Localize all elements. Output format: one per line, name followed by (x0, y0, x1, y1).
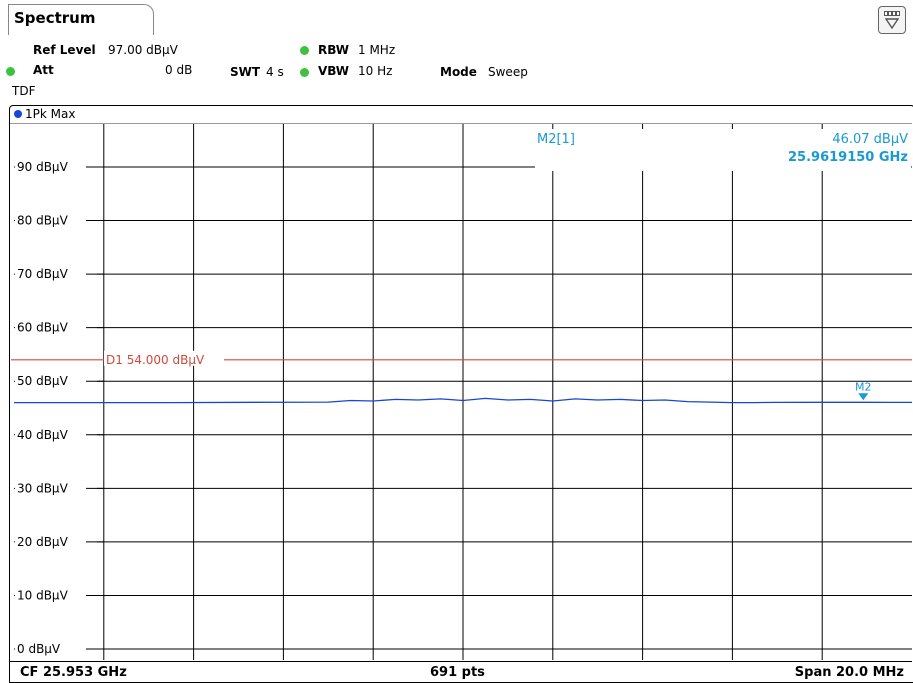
y-tick-label: 90 dBµV (17, 160, 69, 174)
swt-value: 4 s (266, 65, 284, 79)
marker-info-level: 46.07 dBµV (832, 132, 908, 147)
trace-label: 1Pk Max (14, 107, 75, 121)
trace-dot-icon (14, 110, 22, 118)
marker-layer: M2 (855, 380, 872, 401)
att-value: 0 dB (165, 63, 193, 77)
point-count: 691 pts (430, 665, 485, 680)
trace-label-bar (10, 106, 912, 124)
y-tick-bg (15, 640, 97, 656)
rbw-value: 1 MHz (358, 43, 396, 57)
y-tick-bg (15, 586, 97, 603)
span: Span 20.0 MHz (794, 665, 904, 680)
y-tick-label: 0 dBµV (17, 642, 61, 656)
y-tick-label: 50 dBµV (17, 374, 69, 388)
tdf-label: TDF (12, 84, 36, 98)
y-tick-label: 20 dBµV (17, 535, 69, 549)
marker-info-frequency: 25.9619150 GHz (788, 150, 908, 165)
y-tick-label: 40 dBµV (17, 428, 69, 442)
trace-layer (14, 397, 913, 404)
footer-bar: CF 25.953 GHz 691 pts Span 20.0 MHz (10, 661, 912, 682)
ref-level-value: 97.00 dBµV (108, 43, 178, 57)
y-tick-label: 60 dBµV (17, 321, 69, 335)
rbw-status-icon (300, 46, 309, 55)
grid (14, 124, 912, 660)
y-axis: 90 dBµV 80 dBµV 70 dBµV 60 dBµV 50 dBµV 40 dB… (17, 160, 69, 656)
y-tick-bg (15, 265, 97, 282)
marker-triangle (858, 393, 869, 401)
trace-line (14, 397, 913, 404)
y-tick-label: 70 dBµV (17, 267, 69, 281)
spectrum-tab[interactable] (8, 4, 154, 35)
y-tick-label: 80 dBµV (17, 214, 69, 228)
att-status-icon (6, 67, 15, 76)
y-tick-label: 30 dBµV (17, 481, 69, 495)
vbw-value: 10 Hz (358, 64, 393, 78)
y-tick-bg (15, 318, 97, 335)
trace-label-text: 1Pk Max (25, 107, 76, 121)
limit-line-layer: D1 54.000 dBµV (11, 350, 912, 367)
att-label: Att (33, 63, 54, 77)
y-tick-bg (15, 372, 97, 389)
limit-line-label: D1 54.000 dBµV (106, 353, 205, 367)
swt-label: SWT (230, 65, 261, 79)
y-tick-bg (15, 158, 97, 174)
y-tick-bg (15, 425, 97, 442)
y-tick-bg (15, 479, 97, 496)
mode-label: Mode (440, 65, 477, 79)
vbw-status-icon (300, 68, 309, 77)
rbw-label: RBW (318, 43, 349, 57)
tab-label: Spectrum (14, 9, 96, 27)
marker-readout-bg (535, 129, 911, 171)
y-tick-bg (15, 532, 97, 549)
y-tick-bg (15, 211, 97, 228)
mode-value: Sweep (488, 65, 528, 79)
vbw-label: VBW (318, 64, 350, 78)
filter-icon[interactable] (878, 6, 906, 34)
y-tick-label: 10 dBµV (17, 588, 69, 602)
marker-label: M2 (855, 380, 872, 393)
center-frequency: CF 25.953 GHz (20, 665, 127, 680)
limit-label-bg (104, 350, 224, 366)
marker-info-name: M2[1] (537, 132, 575, 147)
ref-level-label: Ref Level (33, 43, 96, 57)
